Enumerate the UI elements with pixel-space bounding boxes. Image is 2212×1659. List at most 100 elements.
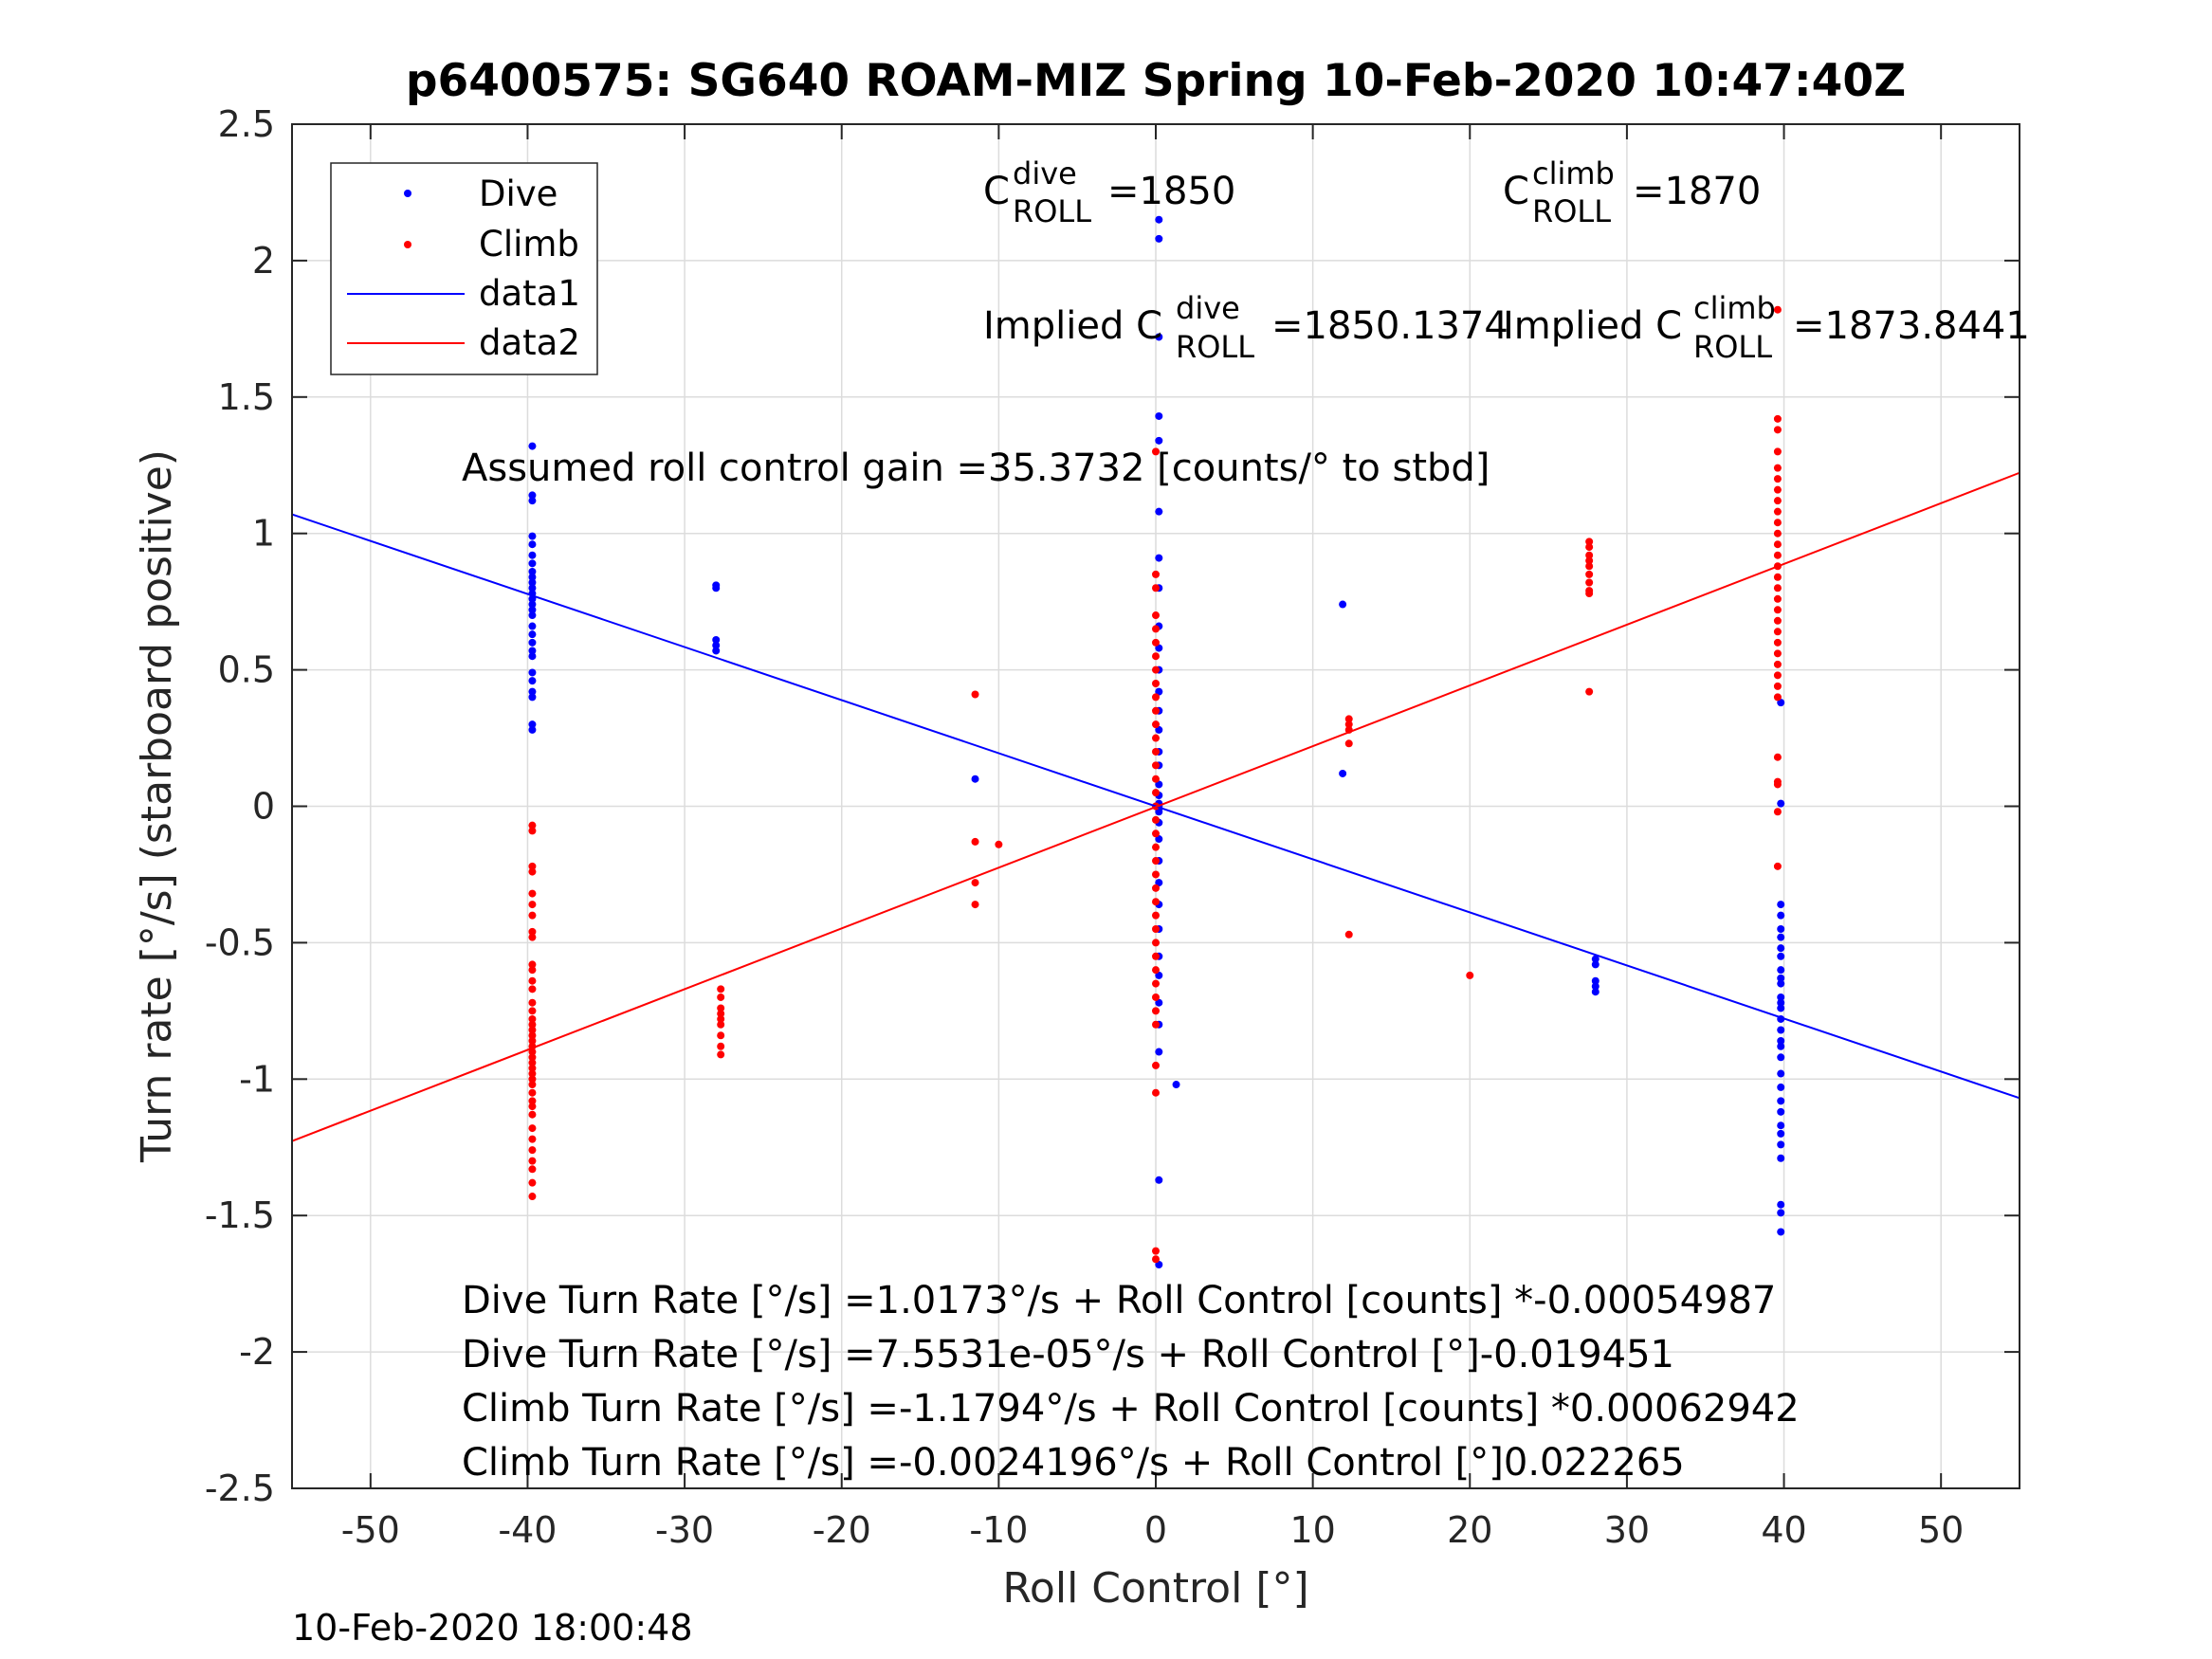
- dive-point: [1777, 974, 1785, 982]
- legend-data1-label: data1: [479, 273, 580, 314]
- dive-point: [528, 600, 537, 609]
- climb-point: [1152, 747, 1160, 756]
- dive-point: [528, 491, 537, 500]
- dive-point: [1155, 1176, 1163, 1184]
- climb-point: [528, 1069, 537, 1078]
- climb-point: [528, 862, 537, 870]
- svg-text:dive: dive: [1013, 155, 1077, 191]
- climb-point: [1773, 529, 1782, 538]
- climb-point: [1152, 447, 1160, 456]
- dive-point: [528, 693, 537, 702]
- dive-point: [1777, 966, 1785, 975]
- legend-climb-label: Climb: [479, 224, 579, 264]
- y-tick-label: 0.5: [218, 649, 275, 691]
- dive-point: [528, 532, 537, 540]
- climb-point: [1152, 911, 1160, 920]
- climb-point: [1585, 538, 1594, 546]
- climb-point: [528, 960, 537, 969]
- dive-point: [1777, 998, 1785, 1007]
- dive-point: [1777, 1037, 1785, 1046]
- climb-point: [528, 911, 537, 920]
- dive-point: [528, 611, 537, 620]
- dive-point: [1777, 1209, 1785, 1217]
- climb-point: [1152, 993, 1160, 1001]
- dive-point: [1777, 1200, 1785, 1209]
- dive-point: [1777, 1107, 1785, 1116]
- x-tick-label: 40: [1761, 1509, 1806, 1551]
- legend-dive-label: Dive: [479, 173, 558, 214]
- climb-point: [1152, 925, 1160, 934]
- climb-point: [971, 901, 979, 909]
- climb-point: [1585, 543, 1594, 552]
- climb-point: [1773, 649, 1782, 658]
- climb-point: [1585, 556, 1594, 565]
- dive-point: [1777, 933, 1785, 941]
- equation-line: Climb Turn Rate [°/s] =-1.1794°/s + Roll…: [462, 1387, 1800, 1431]
- dive-point: [528, 559, 537, 568]
- svg-text:Implied C: Implied C: [983, 304, 1162, 348]
- dive-point: [1777, 1069, 1785, 1078]
- dive-point: [1155, 234, 1163, 243]
- climb-point: [528, 1178, 537, 1187]
- climb-point: [528, 1193, 537, 1201]
- svg-text:=1873.8441: =1873.8441: [1793, 304, 2030, 348]
- climb-point: [1773, 808, 1782, 816]
- dive-point: [528, 677, 537, 685]
- x-tick-label: -10: [969, 1509, 1028, 1551]
- equation-line: Dive Turn Rate [°/s] =1.0173°/s + Roll C…: [462, 1279, 1776, 1322]
- climb-point: [1773, 638, 1782, 647]
- climb-point: [717, 1004, 725, 1012]
- dive-point: [528, 567, 537, 575]
- dive-point: [528, 720, 537, 729]
- y-tick-label: -1.5: [205, 1194, 275, 1236]
- climb-point: [717, 993, 725, 1001]
- chart-title: p6400575: SG640 ROAM-MIZ Spring 10-Feb-2…: [406, 55, 1906, 107]
- svg-text:ROLL: ROLL: [1693, 329, 1772, 365]
- climb-point: [717, 1050, 725, 1059]
- x-tick-label: -50: [341, 1509, 400, 1551]
- climb-point: [528, 998, 537, 1007]
- climb-point: [528, 1135, 537, 1143]
- climb-point: [1585, 687, 1594, 696]
- x-tick-label: -30: [655, 1509, 714, 1551]
- climb-point: [528, 927, 537, 936]
- climb-point: [1344, 930, 1353, 939]
- dive-point: [528, 622, 537, 630]
- dive-point: [1339, 600, 1347, 609]
- climb-point: [528, 1053, 537, 1062]
- dive-point: [1777, 1228, 1785, 1236]
- c-climb-annotation: C climb ROLL =1870: [1503, 155, 1761, 229]
- climb-point: [1152, 1061, 1160, 1069]
- climb-point: [1152, 611, 1160, 620]
- equation-line: Climb Turn Rate [°/s] =-0.0024196°/s + R…: [462, 1441, 1685, 1485]
- dive-point: [1155, 333, 1163, 341]
- svg-text:climb: climb: [1693, 290, 1776, 326]
- climb-point: [1344, 715, 1353, 723]
- legend-box: [330, 162, 598, 375]
- dive-point: [1777, 911, 1785, 920]
- dive-point: [528, 725, 537, 734]
- climb-point: [1773, 551, 1782, 559]
- y-axis-label: Turn rate [°/s] (starboard positive): [133, 449, 181, 1163]
- climb-point: [1152, 857, 1160, 866]
- x-tick-label: 0: [1144, 1509, 1167, 1551]
- climb-point: [528, 889, 537, 898]
- climb-point: [1152, 720, 1160, 729]
- dive-point: [1155, 507, 1163, 516]
- climb-point: [1585, 578, 1594, 587]
- y-tick-label: -0.5: [205, 921, 275, 963]
- y-tick-label: 1: [252, 513, 275, 555]
- annotations: C dive ROLL =1850 C climb ROLL =1870 Imp…: [462, 155, 2030, 1485]
- climb-point: [528, 1014, 537, 1023]
- svg-text:ROLL: ROLL: [1176, 329, 1254, 365]
- equation-line: Dive Turn Rate [°/s] =7.5531e-05°/s + Ro…: [462, 1333, 1674, 1376]
- x-tick-label: 20: [1447, 1509, 1492, 1551]
- climb-point: [1773, 682, 1782, 690]
- dive-point: [1777, 944, 1785, 953]
- climb-point: [1773, 660, 1782, 668]
- climb-point: [528, 867, 537, 876]
- dive-point: [1777, 1026, 1785, 1034]
- climb-point: [1152, 843, 1160, 851]
- climb-point: [528, 985, 537, 994]
- dive-point: [1777, 1042, 1785, 1050]
